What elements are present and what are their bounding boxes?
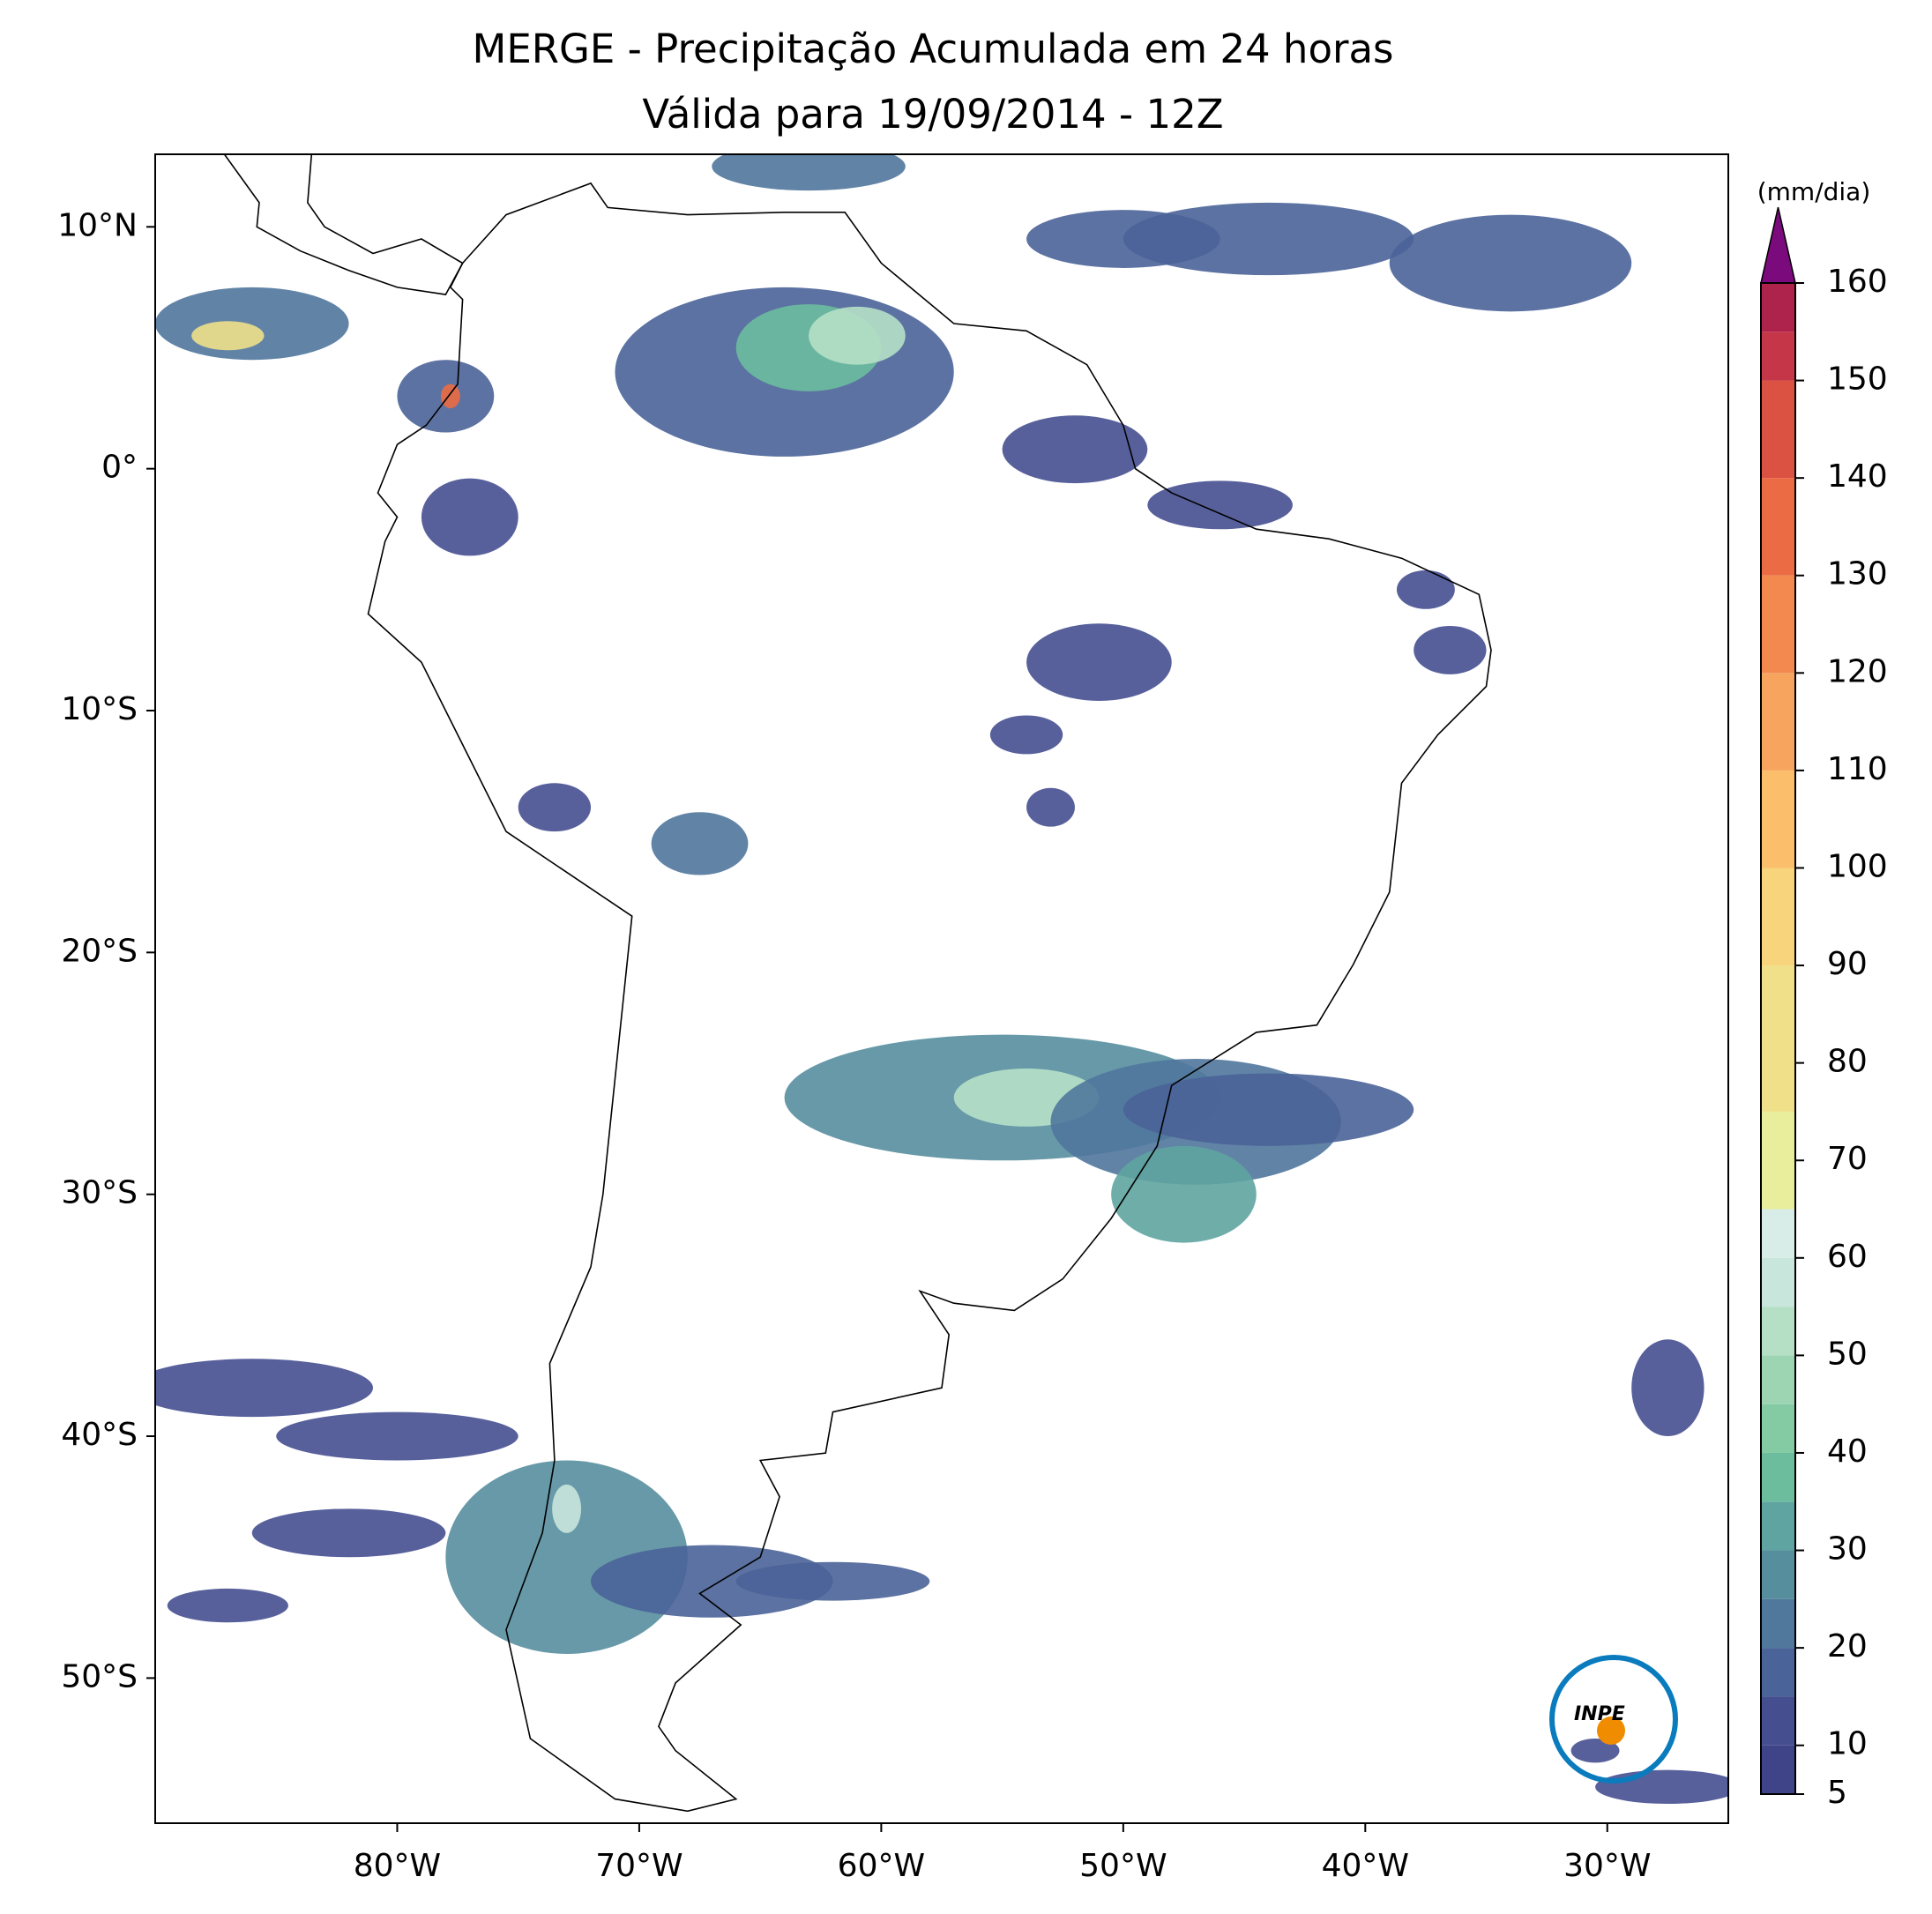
colorbar-band bbox=[1761, 283, 1795, 332]
y-tick-label: 30°S bbox=[61, 1175, 138, 1211]
colorbar-tick-label: 40 bbox=[1827, 1434, 1868, 1470]
y-tick-label: 40°S bbox=[61, 1417, 138, 1453]
rain-area bbox=[1123, 202, 1414, 276]
x-tick-label: 80°W bbox=[354, 1848, 441, 1884]
rain-area bbox=[591, 1545, 833, 1618]
colorbar-tick-label: 80 bbox=[1827, 1044, 1868, 1080]
rain-area bbox=[809, 306, 906, 365]
colorbar-tick-label: 70 bbox=[1827, 1141, 1868, 1177]
colorbar-band bbox=[1761, 1745, 1795, 1794]
y-tick-label: 10°S bbox=[61, 691, 138, 727]
colorbar-band bbox=[1761, 575, 1795, 674]
rain-area bbox=[1595, 1769, 1728, 1805]
logo: INPE bbox=[1549, 1655, 1678, 1784]
rain-area bbox=[191, 321, 265, 351]
colorbar-band bbox=[1761, 1111, 1795, 1210]
y-tick-label: 0° bbox=[101, 450, 138, 486]
x-tick-label: 60°W bbox=[838, 1848, 925, 1884]
colorbar-tick-label: 150 bbox=[1827, 361, 1888, 398]
rain-area bbox=[155, 1359, 373, 1418]
x-tick-label: 30°W bbox=[1563, 1848, 1651, 1884]
colorbar-label: (mm/dia) bbox=[1757, 177, 1871, 206]
colorbar-tick-label: 30 bbox=[1827, 1531, 1868, 1568]
rain-area bbox=[1570, 1738, 1620, 1763]
rain-area bbox=[1396, 570, 1455, 609]
rain-area bbox=[989, 715, 1063, 755]
colorbar-band bbox=[1761, 673, 1795, 771]
rain-area bbox=[735, 1561, 930, 1601]
y-tick-label: 10°N bbox=[57, 207, 138, 243]
x-tick-label: 50°W bbox=[1079, 1848, 1167, 1884]
colorbar-tick-label: 50 bbox=[1827, 1336, 1868, 1372]
rain-area bbox=[518, 783, 592, 832]
colorbar-band bbox=[1761, 1209, 1795, 1258]
rain-area bbox=[1631, 1339, 1704, 1437]
colorbar-band bbox=[1761, 478, 1795, 576]
colorbar-band bbox=[1761, 965, 1795, 1112]
colorbar-tick-label: 110 bbox=[1827, 751, 1888, 787]
colorbar-extend bbox=[1760, 206, 1796, 284]
colorbar-band bbox=[1761, 1550, 1795, 1599]
map-area bbox=[155, 154, 1728, 1813]
logo-text: INPE bbox=[1574, 1703, 1625, 1725]
coastline bbox=[367, 182, 1492, 1813]
logo-dot bbox=[1597, 1717, 1625, 1745]
rain-area bbox=[155, 287, 349, 361]
rain-area bbox=[1123, 1073, 1414, 1146]
colorbar-tick-label: 130 bbox=[1827, 556, 1888, 592]
rain-area bbox=[1026, 623, 1172, 702]
title: MERGE - Precipitação Acumulada em 24 hor… bbox=[473, 26, 1394, 72]
colorbar-frame bbox=[1760, 282, 1796, 1795]
coastline bbox=[223, 154, 464, 295]
rain-area bbox=[276, 1411, 518, 1461]
colorbar-band bbox=[1761, 1598, 1795, 1649]
rain-area bbox=[552, 1484, 582, 1533]
colorbar-tick-label: 5 bbox=[1827, 1775, 1847, 1811]
y-tick-label: 20°S bbox=[61, 933, 138, 969]
rain-area bbox=[1389, 214, 1632, 312]
rain-area bbox=[1147, 480, 1293, 530]
colorbar-tick-label: 60 bbox=[1827, 1239, 1868, 1275]
colorbar-band bbox=[1761, 1452, 1795, 1502]
colorbar-band bbox=[1761, 380, 1795, 479]
colorbar-band bbox=[1761, 770, 1795, 868]
y-tick-label: 50°S bbox=[61, 1658, 138, 1694]
rain-area bbox=[167, 1588, 288, 1623]
rain-area bbox=[421, 478, 518, 556]
rain-area bbox=[1002, 415, 1148, 484]
colorbar-tick-label: 10 bbox=[1827, 1726, 1868, 1762]
x-tick-label: 70°W bbox=[595, 1848, 683, 1884]
colorbar-band bbox=[1761, 1355, 1795, 1404]
rain-area bbox=[1111, 1145, 1257, 1243]
rain-area bbox=[251, 1508, 446, 1558]
colorbar-band bbox=[1761, 1696, 1795, 1746]
colorbar-band bbox=[1761, 331, 1795, 381]
colorbar-tick-label: 100 bbox=[1827, 848, 1888, 884]
colorbar-tick-label: 160 bbox=[1827, 264, 1888, 300]
rain-area bbox=[440, 384, 460, 409]
colorbar-band bbox=[1761, 1648, 1795, 1697]
colorbar-band bbox=[1761, 868, 1795, 966]
map-frame bbox=[154, 153, 1729, 1824]
logo-ring bbox=[1549, 1655, 1678, 1784]
colorbar-tick-label: 120 bbox=[1827, 653, 1888, 689]
rain-area bbox=[651, 812, 749, 875]
colorbar-tick-label: 20 bbox=[1827, 1628, 1868, 1665]
x-tick-label: 40°W bbox=[1322, 1848, 1409, 1884]
colorbar-tick-label: 90 bbox=[1827, 946, 1868, 982]
colorbar-band bbox=[1761, 1307, 1795, 1356]
colorbar-band bbox=[1761, 1404, 1795, 1453]
rain-area bbox=[712, 154, 906, 191]
colorbar-band bbox=[1761, 1257, 1795, 1307]
subtitle: Válida para 19/09/2014 - 12Z bbox=[642, 91, 1223, 138]
rain-area bbox=[1414, 625, 1487, 674]
rain-area bbox=[1026, 787, 1075, 827]
colorbar-band bbox=[1761, 1501, 1795, 1551]
colorbar-tick-label: 140 bbox=[1827, 458, 1888, 495]
